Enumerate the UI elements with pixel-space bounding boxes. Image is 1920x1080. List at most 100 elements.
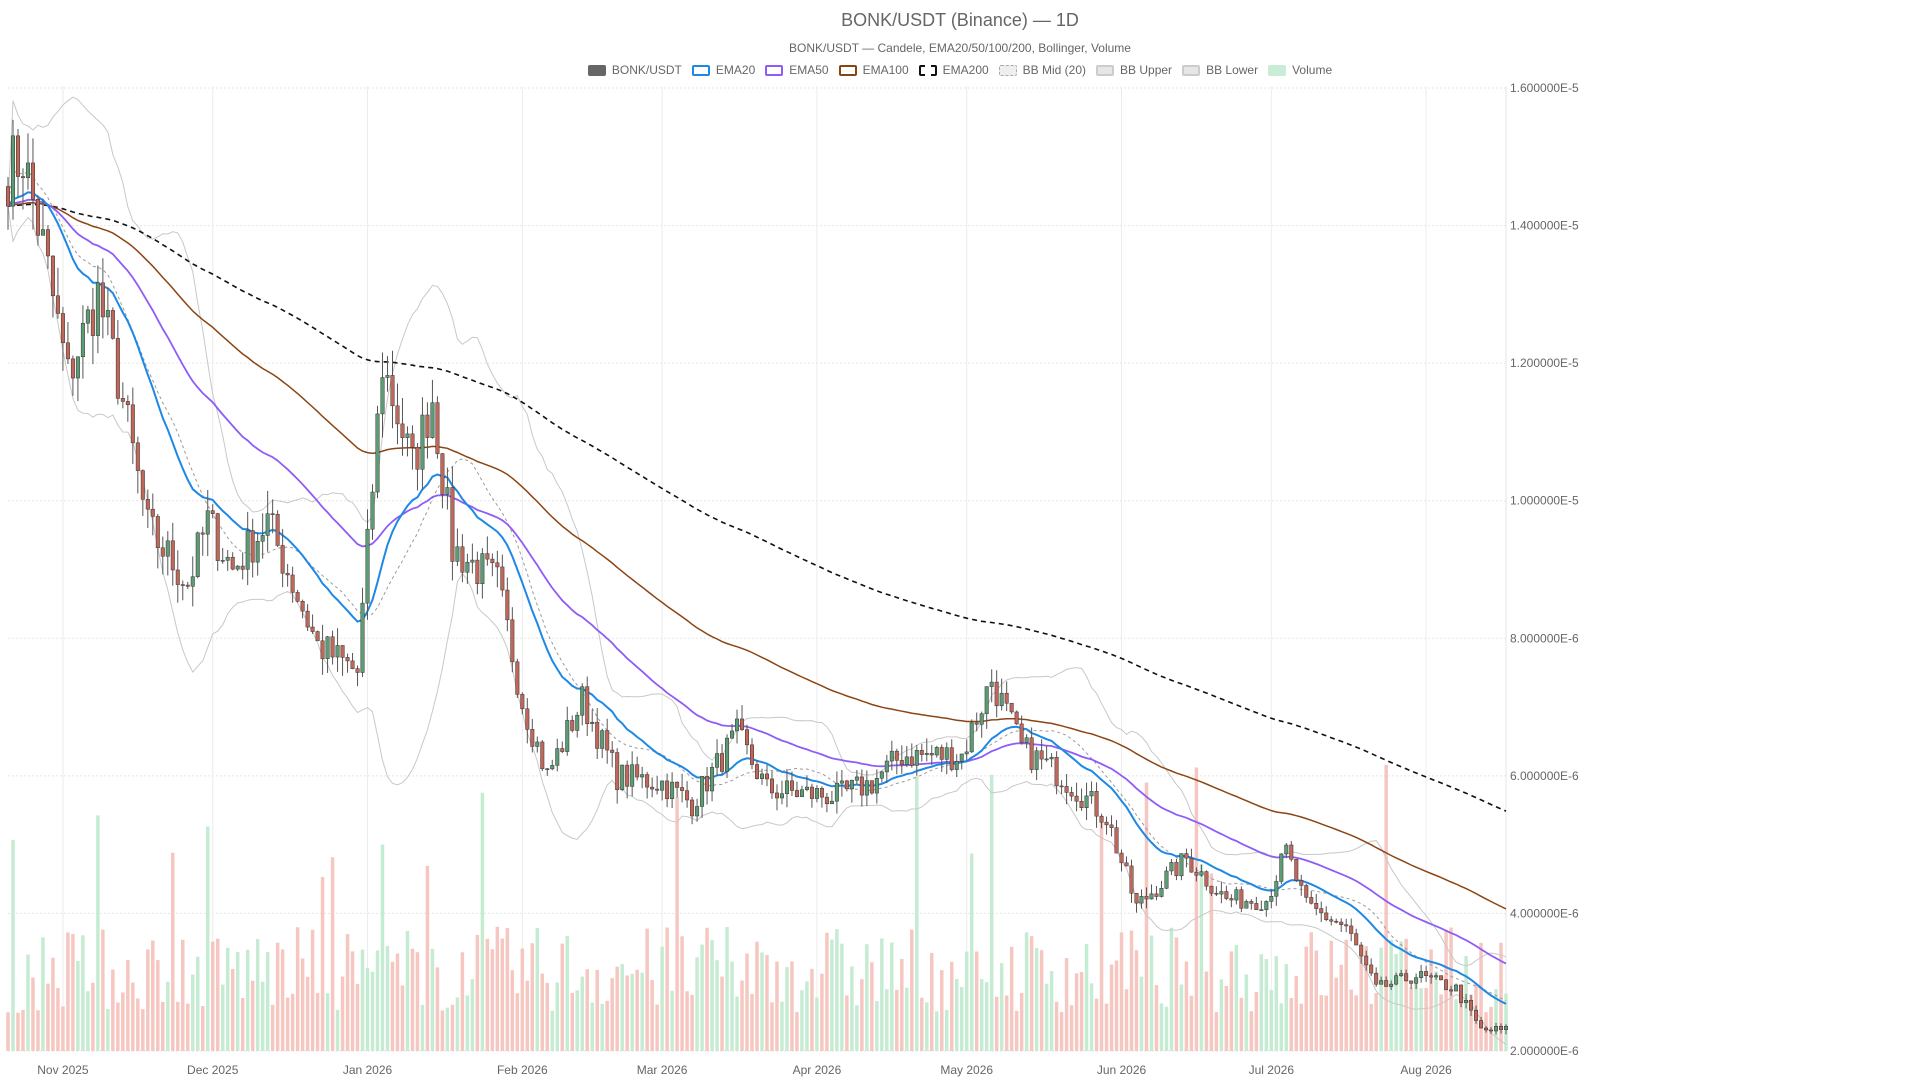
candle-body xyxy=(1009,702,1014,713)
candle xyxy=(80,305,85,379)
volume-bar xyxy=(775,961,779,1051)
candle-body xyxy=(924,753,929,755)
candle-body xyxy=(715,753,720,768)
volume-bar xyxy=(146,949,150,1051)
candle-body xyxy=(944,747,949,760)
candle xyxy=(190,556,195,607)
candle xyxy=(285,563,290,587)
candle xyxy=(1199,864,1204,877)
legend-swatch xyxy=(918,64,937,76)
volume-bar xyxy=(770,1002,774,1051)
volume-bar xyxy=(1089,983,1094,1051)
volume-bar xyxy=(1259,954,1264,1051)
candle xyxy=(789,771,794,797)
legend-swatch xyxy=(765,64,784,76)
candle xyxy=(1034,747,1039,781)
candle xyxy=(415,443,420,491)
candle xyxy=(745,724,750,755)
volume-bar xyxy=(1129,930,1134,1051)
volume-bar xyxy=(885,989,889,1051)
candle xyxy=(695,798,700,822)
volume-bar xyxy=(1429,949,1433,1051)
candle-body xyxy=(85,309,90,324)
legend-item[interactable]: BB Upper xyxy=(1096,63,1172,77)
legend-item[interactable]: EMA50 xyxy=(765,63,829,77)
volume-bar xyxy=(470,979,475,1051)
candle-body xyxy=(1274,881,1279,897)
volume-bar xyxy=(220,984,225,1051)
candle-body xyxy=(1504,1025,1508,1030)
volume-bar xyxy=(1084,943,1089,1051)
candle-body xyxy=(630,764,635,787)
volume-bar xyxy=(1174,937,1179,1051)
candle xyxy=(50,255,55,318)
volume-bar xyxy=(66,932,70,1051)
candle xyxy=(510,607,515,673)
candle xyxy=(645,771,650,799)
volume-bar xyxy=(156,960,160,1051)
candle xyxy=(854,770,859,785)
candle xyxy=(1039,739,1044,770)
volume-bar xyxy=(1049,971,1054,1051)
candle xyxy=(1419,964,1424,983)
candle-body xyxy=(465,561,470,573)
candle-body xyxy=(909,756,914,766)
volume-bar xyxy=(890,942,894,1051)
bb-lower-line xyxy=(7,206,1507,1045)
legend-item[interactable]: Volume xyxy=(1268,63,1332,77)
legend-item[interactable]: BB Lower xyxy=(1182,63,1258,77)
candle-body xyxy=(1059,785,1064,788)
candle-body xyxy=(1329,919,1334,922)
candle-body xyxy=(210,510,215,514)
candle-body xyxy=(1219,891,1224,895)
candle xyxy=(1484,1026,1489,1033)
candle xyxy=(1274,875,1279,906)
candle xyxy=(600,728,605,759)
candle-body xyxy=(984,686,989,714)
candle xyxy=(1329,916,1334,926)
candle-body xyxy=(934,747,939,756)
volume-bar xyxy=(550,1010,555,1051)
candle xyxy=(465,553,470,584)
candle xyxy=(1404,969,1409,982)
candle xyxy=(115,320,120,405)
volume-bar xyxy=(1264,959,1269,1051)
volume-bar xyxy=(86,991,90,1051)
volume-bar xyxy=(949,961,954,1051)
legend-item[interactable]: EMA100 xyxy=(838,63,909,77)
candle-body xyxy=(75,356,80,379)
volume-bar xyxy=(1024,932,1029,1051)
candle xyxy=(879,770,884,783)
candle xyxy=(435,396,440,459)
candle-body xyxy=(225,556,230,561)
candle-body xyxy=(1069,792,1074,797)
candle-body xyxy=(979,713,984,725)
candle xyxy=(1114,819,1119,854)
legend-item[interactable]: EMA20 xyxy=(691,63,755,77)
volume-bar xyxy=(315,992,320,1051)
candle xyxy=(270,499,275,534)
candle xyxy=(530,719,535,753)
candle-body xyxy=(690,799,695,817)
candle xyxy=(1444,979,1449,991)
candle-body xyxy=(570,720,575,731)
candle-body xyxy=(415,446,420,470)
candle xyxy=(505,577,510,632)
candle xyxy=(1359,942,1364,964)
candle-body xyxy=(140,470,145,500)
volume-bar xyxy=(1314,950,1318,1051)
volume-bar xyxy=(750,993,754,1051)
volume-bar xyxy=(800,990,804,1051)
candle xyxy=(420,397,425,490)
candle xyxy=(520,692,525,715)
candle xyxy=(380,352,385,438)
legend-item[interactable]: BB Mid (20) xyxy=(998,63,1086,77)
candle xyxy=(500,554,505,597)
volume-bar xyxy=(1249,1011,1254,1051)
legend-item[interactable]: BONK/USDT xyxy=(587,63,682,77)
candle xyxy=(1394,972,1399,986)
legend-swatch xyxy=(691,64,710,76)
legend-item[interactable]: EMA200 xyxy=(918,63,989,77)
candle-body xyxy=(854,776,859,781)
volume-bar xyxy=(630,973,634,1051)
